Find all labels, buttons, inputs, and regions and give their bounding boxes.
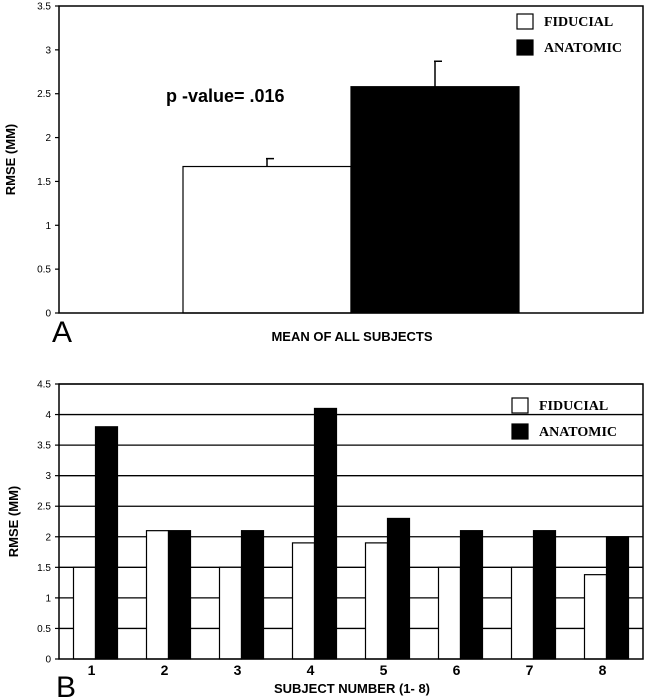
x-category-label: 1 bbox=[88, 662, 96, 678]
y-tick-label: 0.5 bbox=[37, 624, 51, 635]
legend-swatch-anatomic bbox=[516, 39, 534, 56]
legend-swatch-fiducial bbox=[511, 397, 529, 414]
legend-swatch-fiducial bbox=[516, 13, 534, 30]
y-tick-label: 3 bbox=[45, 471, 51, 482]
y-axis-label: RMSE (MM) bbox=[6, 486, 21, 558]
x-category-label: 5 bbox=[380, 662, 388, 678]
bar-fiducial-6 bbox=[437, 566, 462, 660]
legend-label-anatomic: ANATOMIC bbox=[539, 425, 617, 440]
y-tick-label: 1 bbox=[45, 221, 51, 232]
x-category-label: 2 bbox=[161, 662, 169, 678]
y-axis-label: RMSE (MM) bbox=[3, 124, 18, 196]
bar-fiducial-4 bbox=[291, 542, 316, 660]
bar-anatomic-8 bbox=[605, 536, 630, 660]
bar-fiducial-1 bbox=[72, 566, 97, 660]
x-category-label: 7 bbox=[526, 662, 534, 678]
plot-frame bbox=[58, 5, 644, 314]
panel-letter: B bbox=[56, 671, 76, 699]
y-tick-label: 1 bbox=[45, 593, 51, 604]
bar-anatomic-5 bbox=[386, 517, 411, 660]
y-tick-label: 2 bbox=[45, 133, 51, 144]
y-tick-label: 1.5 bbox=[37, 563, 51, 574]
y-tick-label: 0 bbox=[45, 655, 51, 666]
y-tick-label: 0 bbox=[45, 309, 51, 320]
bar-anatomic-4 bbox=[313, 407, 338, 660]
y-tick-label: 4.5 bbox=[37, 380, 51, 391]
y-tick-label: 3 bbox=[45, 45, 51, 56]
y-tick-label: 0.5 bbox=[37, 265, 51, 276]
x-category-label: 3 bbox=[234, 662, 242, 678]
y-tick-label: 1.5 bbox=[37, 177, 51, 188]
panel-letter: A bbox=[52, 316, 72, 349]
bar-fiducial-8 bbox=[583, 574, 608, 660]
x-axis-label: MEAN OF ALL SUBJECTS bbox=[271, 329, 432, 344]
bar-fiducial-7 bbox=[510, 566, 535, 660]
bar-anatomic-7 bbox=[532, 530, 557, 660]
bar-anatomic-3 bbox=[240, 530, 265, 660]
y-tick-label: 3.5 bbox=[37, 441, 51, 452]
y-tick-label: 4 bbox=[45, 410, 51, 421]
x-category-label: 6 bbox=[453, 662, 461, 678]
y-tick-label: 2 bbox=[45, 532, 51, 543]
bar-anatomic-2 bbox=[167, 530, 192, 660]
bar-anatomic-6 bbox=[459, 530, 484, 660]
legend-label-fiducial: FIDUCIAL bbox=[539, 399, 608, 414]
panel-b: 0 0.5 1 1.5 2 2.5 3 3.5 4 4.5 1 2 3 4 5 6 7 8 RMSE (MM) SUB… bbox=[6, 380, 644, 699]
x-category-label: 4 bbox=[307, 662, 315, 678]
bar-fiducial-mean-of-all-subjects bbox=[182, 165, 352, 314]
p-value-annotation: p -value= .016 bbox=[166, 86, 285, 106]
x-axis-label: SUBJECT NUMBER (1- 8) bbox=[274, 681, 430, 696]
legend-swatch-anatomic bbox=[511, 423, 529, 440]
bar-fiducial-3 bbox=[218, 566, 243, 660]
legend-label-fiducial: FIDUCIAL bbox=[544, 15, 613, 30]
y-tick-label: 2.5 bbox=[37, 502, 51, 513]
legend-label-anatomic: ANATOMIC bbox=[544, 41, 622, 56]
bar-anatomic-1 bbox=[94, 426, 119, 660]
x-category-label: 8 bbox=[599, 662, 607, 678]
bar-anatomic-mean-of-all-subjects bbox=[350, 86, 520, 314]
bar-fiducial-2 bbox=[145, 530, 170, 660]
y-tick-label: 2.5 bbox=[37, 89, 51, 100]
plot-frame bbox=[58, 383, 644, 660]
panel-a: 0 0.5 1 1.5 2 2.5 3 3.5 RMSE (MM) MEAN OF ALL SUB… bbox=[3, 2, 644, 349]
bar-fiducial-5 bbox=[364, 542, 389, 660]
y-tick-label: 3.5 bbox=[37, 2, 51, 13]
